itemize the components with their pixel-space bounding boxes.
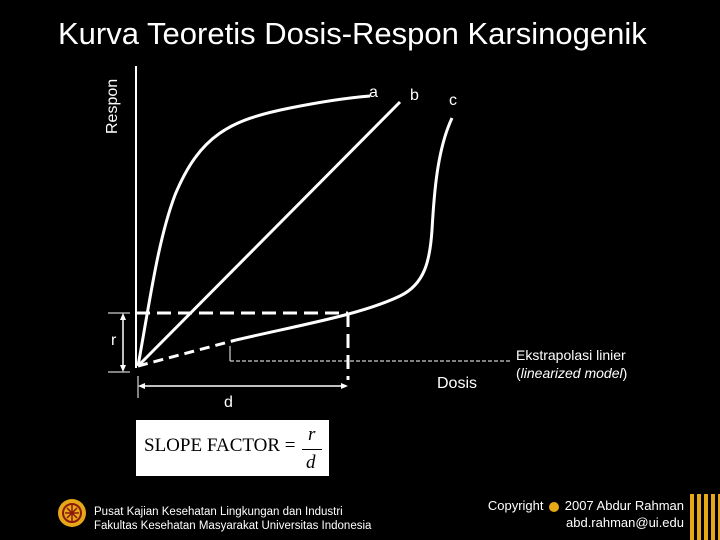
formula-lhs: SLOPE FACTOR = [144, 435, 296, 456]
curve-a-label: a [369, 84, 378, 101]
curve-b-label: b [410, 87, 419, 104]
d-label: d [224, 394, 233, 411]
curve-c-label: c [449, 92, 457, 109]
fraction-bar [302, 449, 322, 450]
decorative-stripes [690, 494, 720, 540]
copyright-footer: Copyright 2007 Abdur Rahman abd.rahman@u… [487, 498, 684, 530]
extrapolation-note: Ekstrapolasi linier (linearized model) [516, 347, 628, 381]
email-text: abd.rahman@ui.edu [566, 515, 684, 530]
curve-c [235, 117, 454, 342]
linear-extrapolation-line [137, 338, 237, 368]
institution-footer: Pusat Kajian Kesehatan Lingkungan dan In… [94, 506, 372, 532]
r-label: r [111, 332, 117, 349]
slope-factor-formula: SLOPE FACTOR = r d [136, 420, 329, 476]
formula-numerator: r [308, 424, 316, 445]
curve-b [136, 100, 402, 368]
curve-a [136, 94, 371, 367]
x-axis-label: Dosis [437, 375, 478, 392]
slide-title: Kurva Teoretis Dosis-Respon Karsinogenik [58, 16, 647, 51]
copyright-icon [549, 501, 560, 512]
university-logo-icon [58, 499, 86, 527]
formula-denominator: d [306, 452, 316, 473]
